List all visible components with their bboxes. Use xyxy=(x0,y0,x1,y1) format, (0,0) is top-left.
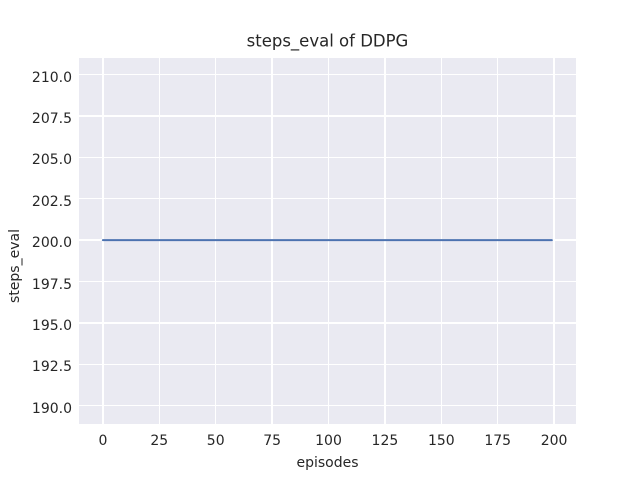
x-tick-label: 50 xyxy=(206,433,225,449)
x-tick-label: 75 xyxy=(263,433,282,449)
y-tick-label: 207.5 xyxy=(31,110,72,127)
x-axis-label: episodes xyxy=(296,455,359,471)
y-tick-label: 195.0 xyxy=(31,317,72,334)
x-tick-label: 0 xyxy=(98,433,108,449)
y-axis-label: steps_eval xyxy=(7,229,23,303)
x-tick-label: 125 xyxy=(371,433,399,449)
vertical-gridline xyxy=(553,58,555,424)
horizontal-gridline xyxy=(79,115,576,117)
chart-title: steps_eval of DDPG xyxy=(246,31,409,51)
x-tick-label: 25 xyxy=(150,433,169,449)
y-tick-label: 192.5 xyxy=(31,359,72,376)
series-layer xyxy=(101,239,553,242)
horizontal-gridline xyxy=(79,73,576,76)
x-tick-label: 200 xyxy=(540,433,568,449)
y-tick-label: 210.0 xyxy=(31,69,72,86)
horizontal-gridline xyxy=(79,156,576,159)
horizontal-gridline xyxy=(79,280,576,283)
y-tick-label: 190.0 xyxy=(31,400,72,417)
horizontal-gridline xyxy=(79,363,576,366)
horizontal-gridline xyxy=(79,322,576,324)
y-tick-label: 197.5 xyxy=(31,276,72,293)
x-tick-label: 100 xyxy=(315,433,342,449)
y-tick-label: 205.0 xyxy=(31,152,72,169)
y-tick-label: 202.5 xyxy=(31,193,72,210)
plot-area xyxy=(79,58,576,424)
x-tick-label: 175 xyxy=(484,433,512,449)
y-tick-label: 200.0 xyxy=(31,235,72,252)
x-tick-label: 150 xyxy=(427,433,455,449)
horizontal-gridline xyxy=(79,405,576,407)
horizontal-gridline xyxy=(79,198,576,200)
